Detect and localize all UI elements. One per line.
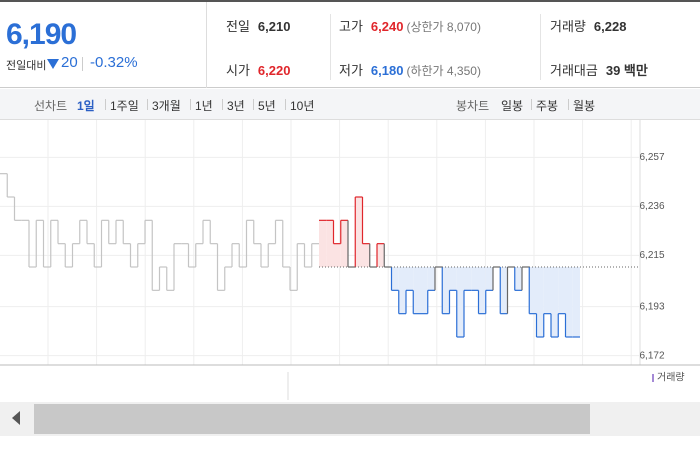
tab-sep xyxy=(285,99,286,110)
area xyxy=(362,243,370,267)
divider xyxy=(330,14,331,80)
area xyxy=(398,267,406,314)
y-tick-label: 6,215 xyxy=(639,250,664,261)
stat-value: 6,180 xyxy=(370,63,404,78)
area xyxy=(391,267,399,291)
stat-value: 6,210 xyxy=(257,19,291,34)
stat-note: (하한가 4,350) xyxy=(406,64,481,78)
area xyxy=(319,220,327,267)
scroll-left[interactable] xyxy=(12,411,20,425)
legend-swatch xyxy=(652,374,654,382)
price-box: 6,190 전일대비 20 -0.32% xyxy=(0,2,207,88)
tab-sep xyxy=(147,99,148,110)
tab-sep xyxy=(222,99,223,110)
tab[interactable]: 1일 xyxy=(77,99,95,113)
stat-label: 시가 xyxy=(226,63,250,78)
area xyxy=(333,243,341,267)
stat: 고가 6,240 (상한가 8,070) xyxy=(339,16,481,35)
tab[interactable]: 1년 xyxy=(195,99,213,113)
area xyxy=(558,267,566,314)
area xyxy=(551,267,559,337)
stat-value: 6,228 xyxy=(593,19,627,34)
area xyxy=(340,220,348,267)
tab[interactable]: 3개월 xyxy=(152,99,181,113)
tab[interactable]: 1주일 xyxy=(110,99,139,113)
area xyxy=(413,267,421,314)
stat: 거래량 6,228 xyxy=(550,16,626,35)
divider xyxy=(540,14,541,80)
price: 6,190 xyxy=(6,18,77,51)
stat-value: 39 백만 xyxy=(605,63,648,78)
area xyxy=(500,267,508,314)
y-tick-label: 6,257 xyxy=(639,152,664,163)
tab-sep xyxy=(531,99,532,110)
tab[interactable]: 주봉 xyxy=(536,99,559,113)
stat: 전일 6,210 xyxy=(226,16,290,35)
area xyxy=(478,267,486,314)
area xyxy=(572,267,580,337)
change: 20 xyxy=(61,54,78,71)
area xyxy=(420,267,428,314)
tab-sep xyxy=(253,99,254,110)
stat-label: 고가 xyxy=(339,19,363,34)
divider xyxy=(82,57,83,71)
stat-value: 6,220 xyxy=(257,63,291,78)
quote-header: 6,190 전일대비 20 -0.32% 전일 6,210 고가 6,240 (상한가 … xyxy=(0,0,700,88)
change-label: 전일대비 xyxy=(6,60,47,72)
tab[interactable]: 3년 xyxy=(227,99,245,113)
area xyxy=(427,267,435,291)
area xyxy=(543,267,551,314)
area xyxy=(529,267,537,314)
area xyxy=(442,267,450,314)
area xyxy=(355,197,363,267)
scroll-thumb[interactable] xyxy=(34,404,590,434)
stat: 시가 6,220 xyxy=(226,60,290,79)
area xyxy=(471,267,479,291)
stat: 저가 6,180 (하한가 4,350) xyxy=(339,60,481,79)
area xyxy=(456,267,464,337)
stat-label: 전일 xyxy=(226,19,250,34)
tab-sep xyxy=(568,99,569,110)
y-tick-label: 6,172 xyxy=(639,350,664,361)
stat-label: 거래대금 xyxy=(550,63,598,78)
tab-sep xyxy=(105,99,106,110)
change-pct: -0.32% xyxy=(90,54,138,71)
tab-bar: 선차트 1일 1주일 3개월 1년 3년 5년 10년 봉차트 일봉 주봉 월봉 xyxy=(0,89,700,120)
y-tick-label: 6,193 xyxy=(639,301,664,312)
stat-label: 저가 xyxy=(339,63,363,78)
area xyxy=(326,220,334,267)
tab[interactable]: 월봉 xyxy=(573,99,596,113)
area xyxy=(536,267,544,337)
stat: 거래대금 39 백만 xyxy=(550,60,648,79)
tab-sep xyxy=(190,99,191,110)
tab[interactable]: 일봉 xyxy=(501,99,524,113)
area xyxy=(377,243,385,267)
tab-group-label: 봉차트 xyxy=(456,99,490,113)
y-tick-label: 6,236 xyxy=(639,201,664,212)
stat-value: 6,240 xyxy=(370,19,404,34)
area xyxy=(485,267,493,291)
tab-group-label: 선차트 xyxy=(34,99,68,113)
area xyxy=(449,267,457,291)
volume-legend: 거래량 xyxy=(657,372,685,384)
down-arrow xyxy=(47,59,59,69)
tab[interactable]: 5년 xyxy=(258,99,276,113)
stat-label: 거래량 xyxy=(550,19,586,34)
stat-note: (상한가 8,070) xyxy=(406,20,481,34)
area xyxy=(406,267,414,291)
tab[interactable]: 10년 xyxy=(290,99,315,113)
area xyxy=(514,267,522,291)
area xyxy=(565,267,573,337)
area xyxy=(464,267,472,291)
